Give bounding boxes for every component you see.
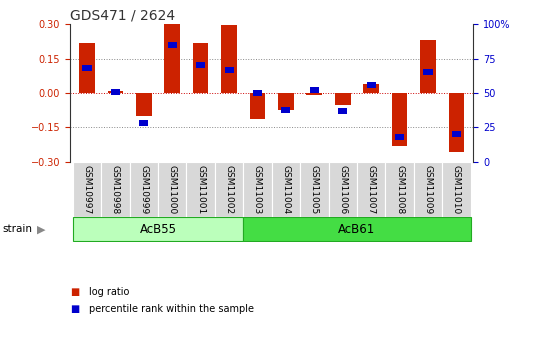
Bar [329,162,357,217]
Bar [392,93,407,146]
Bar [338,108,347,114]
Bar [357,162,385,217]
Text: GSM11002: GSM11002 [224,165,233,214]
Text: GSM11008: GSM11008 [395,165,404,214]
Text: strain: strain [3,224,33,234]
Bar [366,82,376,88]
Bar [307,93,322,95]
Text: GSM10998: GSM10998 [111,165,120,214]
Text: ▶: ▶ [37,224,45,234]
Bar [395,134,404,140]
Text: GSM11007: GSM11007 [366,165,376,214]
Bar [449,93,464,151]
Bar [452,131,461,137]
Bar [442,162,471,217]
Bar [224,67,233,72]
Text: GSM11006: GSM11006 [338,165,347,214]
Bar [136,93,152,116]
Text: ■: ■ [70,304,79,314]
Bar [196,62,205,68]
Bar [335,93,351,105]
Bar [243,162,272,217]
Bar [272,162,300,217]
Text: GSM11004: GSM11004 [281,165,291,214]
Text: GSM11000: GSM11000 [168,165,177,214]
Bar [158,162,187,217]
Bar [310,87,319,93]
Text: log ratio: log ratio [89,287,129,296]
Bar [300,162,329,217]
Bar [253,90,262,96]
Text: GSM10999: GSM10999 [139,165,148,214]
Bar [278,93,294,110]
Text: GSM11010: GSM11010 [452,165,461,214]
Bar [414,162,442,217]
Bar [250,93,265,119]
Text: ■: ■ [70,287,79,296]
Bar [281,107,291,112]
Text: GSM10997: GSM10997 [82,165,91,214]
Bar [168,42,177,48]
Bar [79,42,95,93]
Bar [363,84,379,93]
Text: GSM11009: GSM11009 [423,165,433,214]
Text: AcB55: AcB55 [139,223,176,236]
Bar [193,42,208,93]
Text: GSM11005: GSM11005 [310,165,319,214]
Bar [385,162,414,217]
Text: percentile rank within the sample: percentile rank within the sample [89,304,254,314]
Bar [139,120,148,126]
Bar [73,162,101,217]
Bar [423,69,433,75]
Text: GSM11003: GSM11003 [253,165,262,214]
Bar [82,65,91,71]
Bar [111,89,120,95]
Bar [73,217,243,241]
Bar [215,162,243,217]
Bar [221,25,237,93]
Bar [187,162,215,217]
Bar [243,217,471,241]
Bar [108,91,123,93]
Bar [130,162,158,217]
Text: AcB61: AcB61 [338,223,376,236]
Text: GSM11001: GSM11001 [196,165,205,214]
Bar [420,40,436,93]
Bar [101,162,130,217]
Bar [165,24,180,93]
Text: GDS471 / 2624: GDS471 / 2624 [70,9,175,23]
